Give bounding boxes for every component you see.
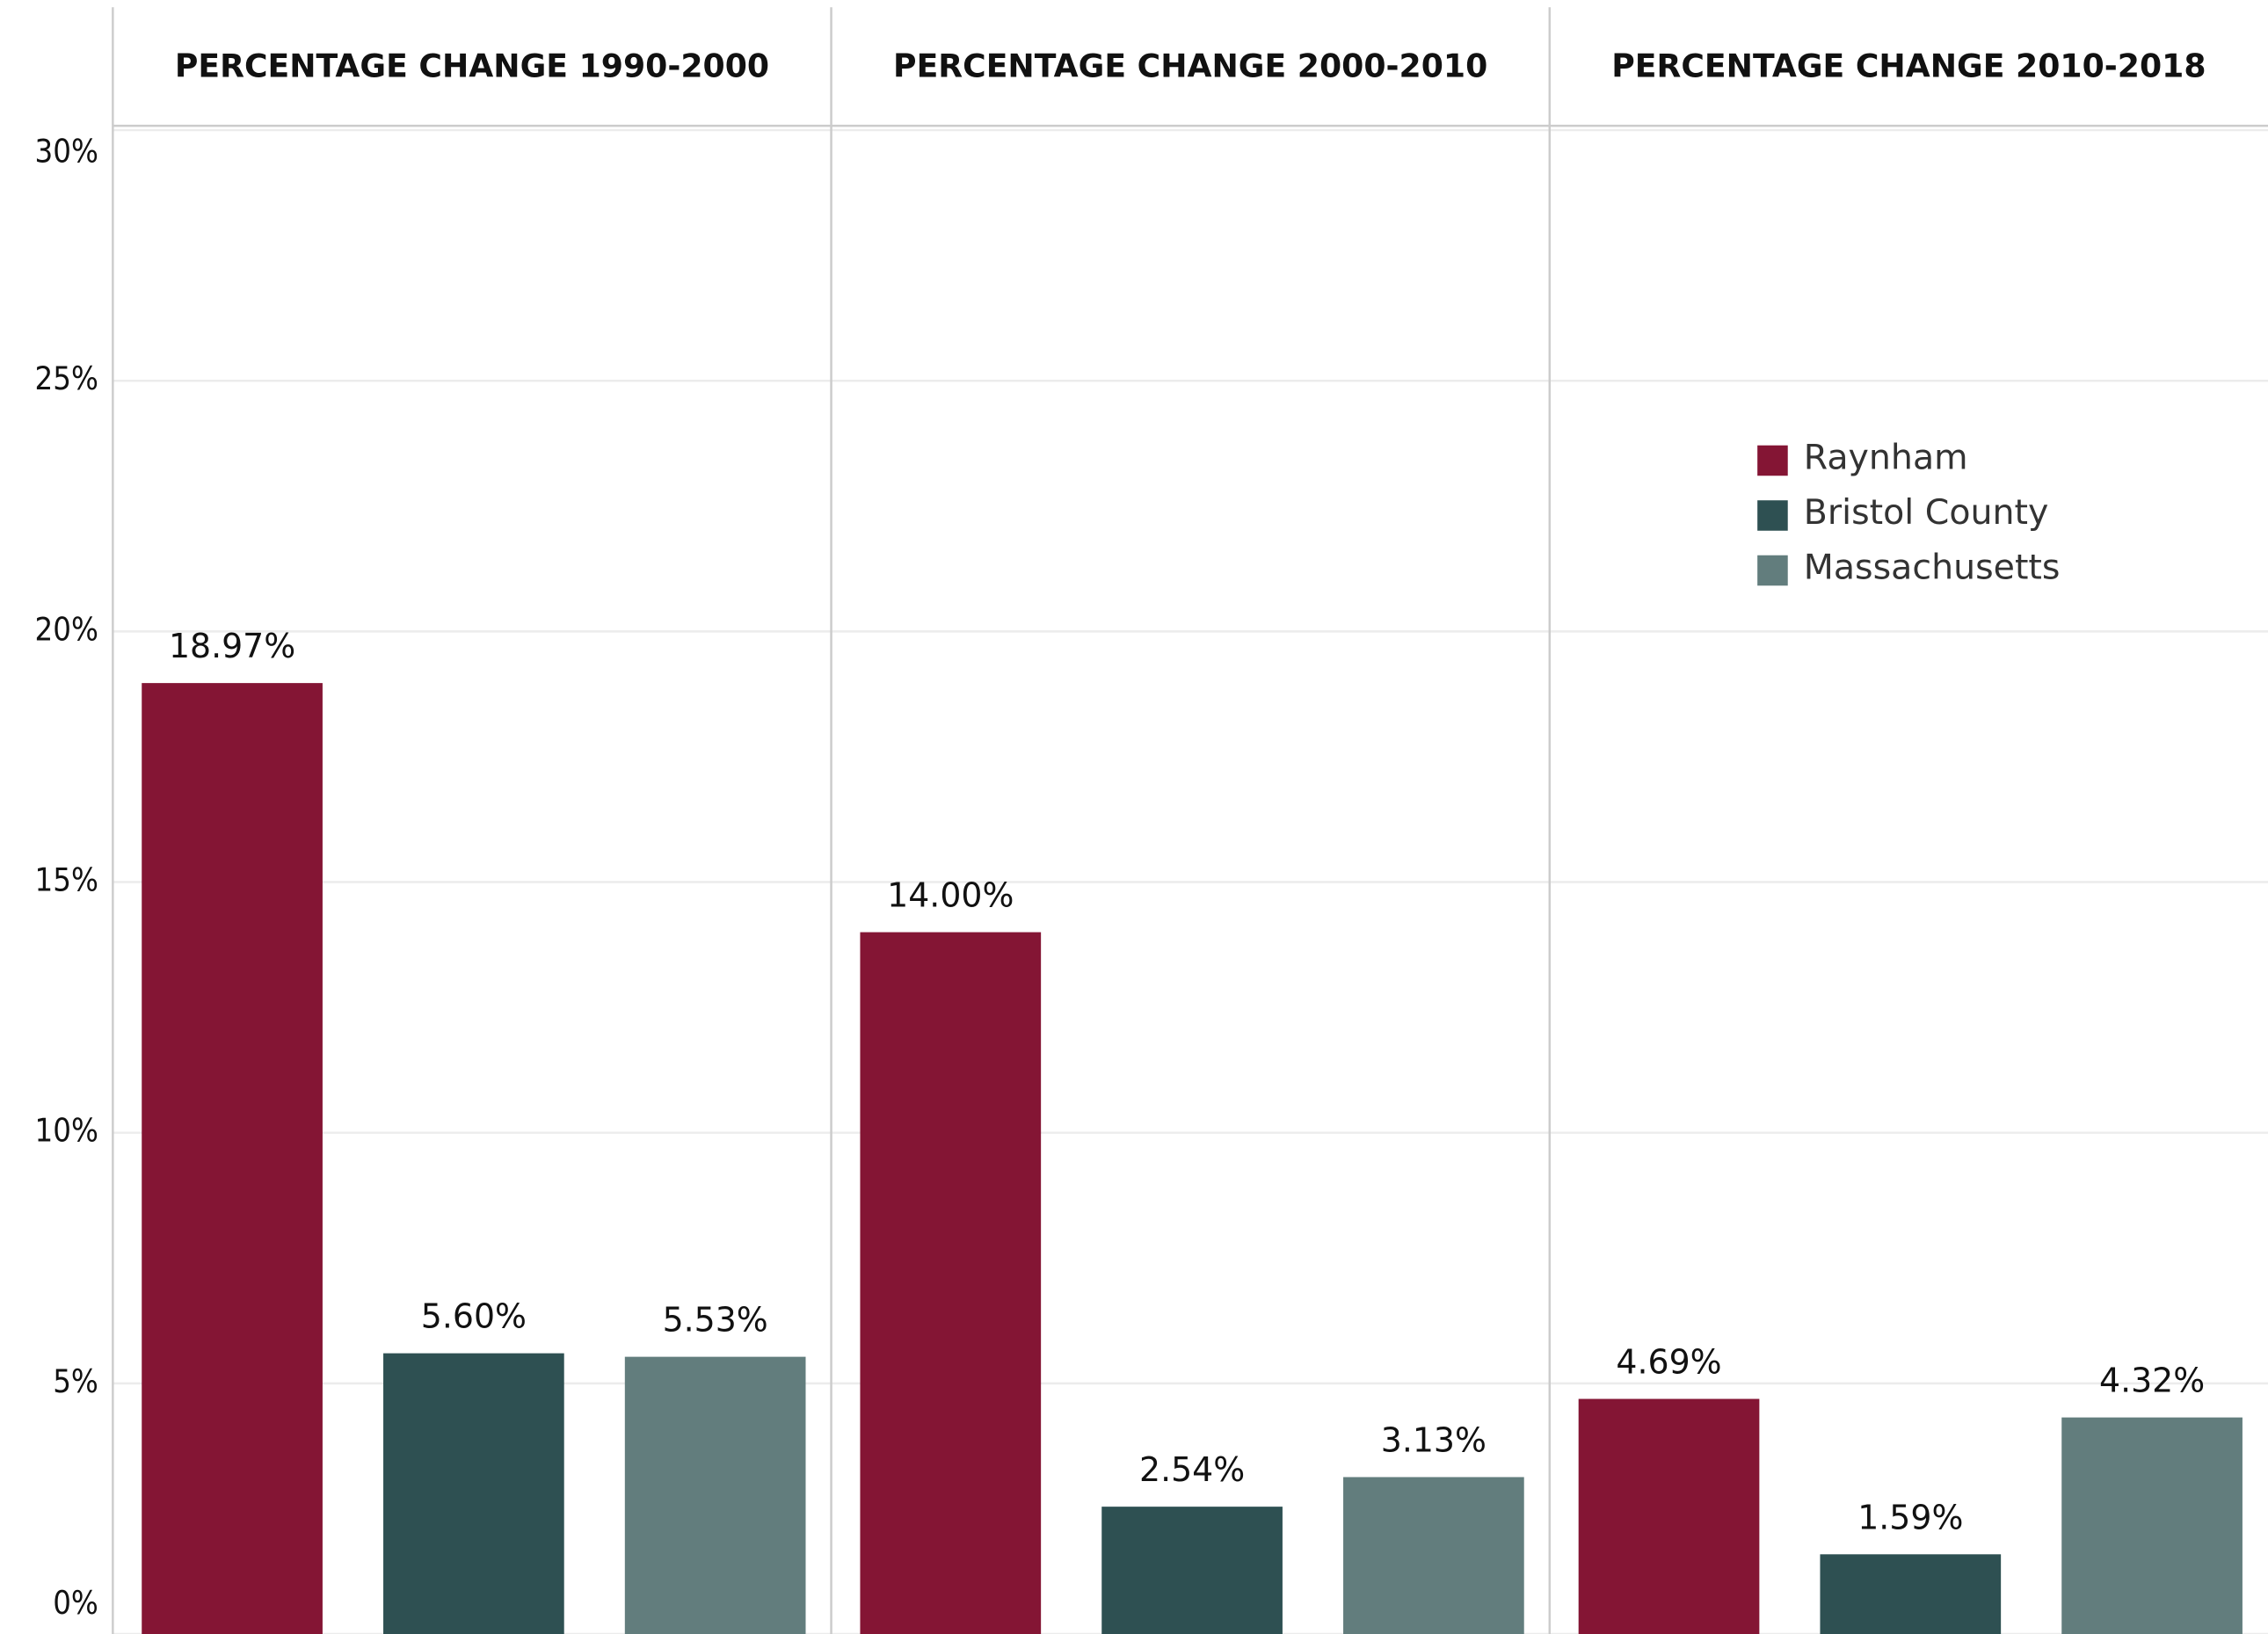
legend-swatch [1757, 500, 1788, 531]
value-label: 5.60% [421, 1297, 527, 1336]
value-label: 1.59% [1857, 1498, 1963, 1536]
y-tick-label: 0% [53, 1584, 98, 1622]
bar [383, 1353, 564, 1634]
legend-label: Bristol County [1804, 492, 2049, 533]
y-tick-label: 20% [35, 610, 98, 648]
value-label: 5.53% [663, 1301, 768, 1340]
bar [142, 683, 323, 1634]
y-tick-label: 5% [53, 1362, 98, 1400]
y-tick-label: 15% [35, 861, 98, 899]
value-label: 4.32% [2099, 1362, 2205, 1400]
panel-title: PERCENTAGE CHANGE 1990-2000 [175, 47, 769, 84]
bar [860, 932, 1042, 1634]
bar [2061, 1417, 2243, 1634]
value-label: 14.00% [887, 876, 1014, 915]
value-label: 3.13% [1381, 1421, 1487, 1460]
bar [1820, 1554, 2002, 1634]
value-label: 4.69% [1616, 1343, 1721, 1382]
y-tick-label: 30% [35, 132, 98, 170]
panel-title: PERCENTAGE CHANGE 2010-2018 [1611, 47, 2206, 84]
legend-swatch [1757, 555, 1788, 586]
legend-label: Massachusetts [1804, 548, 2061, 588]
value-label: 18.97% [169, 627, 295, 665]
value-label: 2.54% [1139, 1450, 1245, 1489]
bar [624, 1356, 806, 1634]
bar [1101, 1507, 1283, 1634]
bar [1343, 1477, 1524, 1634]
bar [1578, 1398, 1760, 1634]
y-tick-label: 25% [35, 359, 98, 397]
y-tick-label: 10% [35, 1112, 98, 1150]
legend-swatch [1757, 445, 1788, 476]
panel-title: PERCENTAGE CHANGE 2000-2010 [893, 47, 1487, 84]
legend-label: Raynham [1804, 438, 1968, 478]
